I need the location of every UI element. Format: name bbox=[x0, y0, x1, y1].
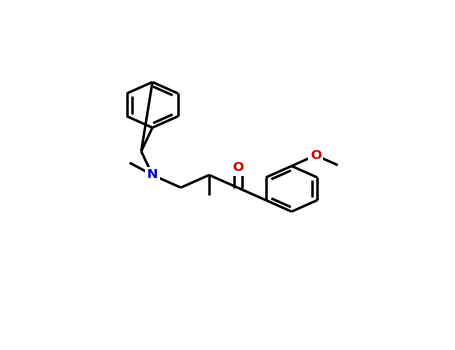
Text: O: O bbox=[310, 149, 321, 162]
Text: O: O bbox=[232, 161, 243, 174]
Text: N: N bbox=[147, 168, 158, 182]
